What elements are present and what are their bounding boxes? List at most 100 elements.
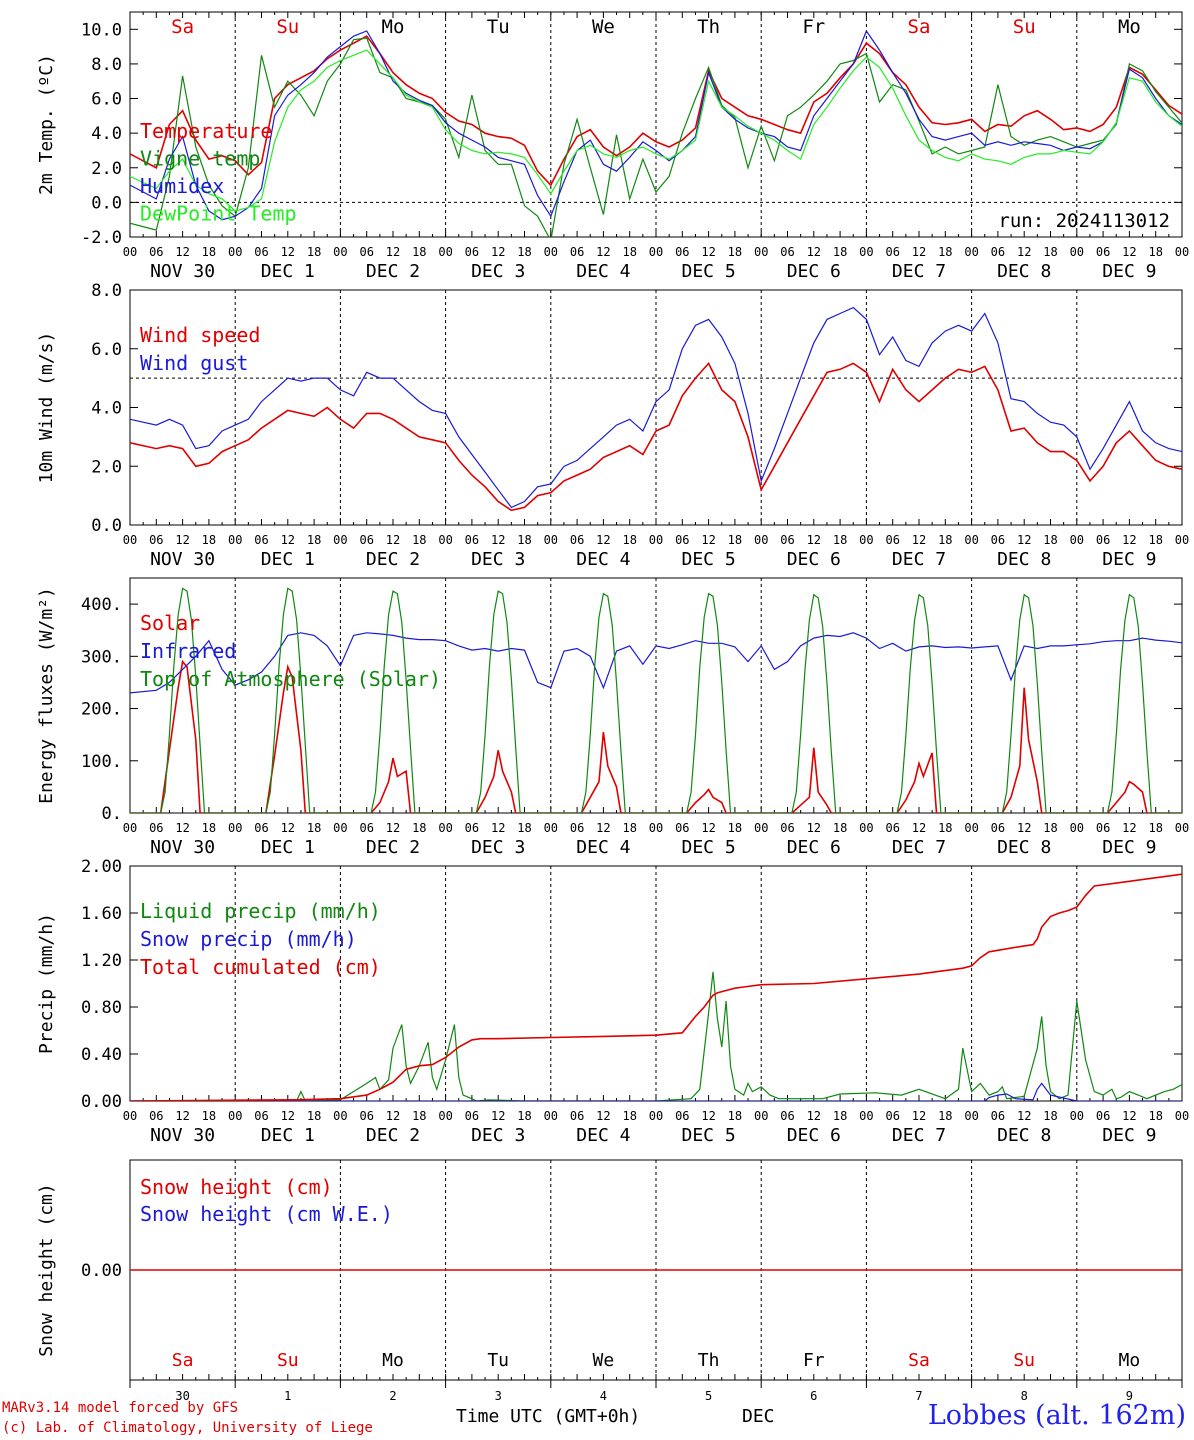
hour-tick-label: 00	[1070, 821, 1084, 835]
hour-tick-label: 00	[544, 245, 558, 259]
hour-tick-label: 00	[333, 821, 347, 835]
hour-tick-label: 12	[281, 245, 295, 259]
y-tick-label: 10.0	[81, 20, 122, 40]
date-label: DEC 9	[1102, 1125, 1156, 1146]
date-label: DEC 5	[682, 837, 736, 858]
y-tick-label: 300.	[81, 647, 122, 667]
hour-tick-label: 18	[833, 533, 847, 547]
hour-tick-label: 18	[307, 821, 321, 835]
hour-tick-label: 06	[465, 245, 479, 259]
hour-tick-label: 00	[754, 533, 768, 547]
hour-tick-label: 06	[885, 533, 899, 547]
hour-tick-label: 06	[675, 821, 689, 835]
hour-tick-label: 12	[491, 533, 505, 547]
y-tick-label: 0.00	[81, 1092, 122, 1112]
y-tick-label: 8.0	[91, 281, 122, 301]
day-name: Th	[698, 1350, 720, 1371]
hour-tick-label: 18	[412, 245, 426, 259]
day-name: Mo	[1118, 16, 1141, 38]
day-number: 9	[1126, 1389, 1133, 1403]
y-tick-label: 2.0	[91, 159, 122, 179]
date-label: NOV 30	[150, 1125, 215, 1146]
y-tick-label: 4.0	[91, 124, 122, 144]
date-label: DEC 3	[471, 1125, 525, 1146]
hour-tick-label: 06	[780, 245, 794, 259]
day-name: Fr	[803, 1350, 825, 1371]
series-line-snow-precip-mm-h-	[130, 1082, 1182, 1101]
hour-tick-label: 06	[465, 533, 479, 547]
series-line-solar	[130, 659, 1182, 813]
day-name: Mo	[382, 1350, 404, 1371]
date-label: DEC 8	[997, 1125, 1051, 1146]
day-name: Su	[1013, 16, 1036, 38]
hour-tick-label: 18	[728, 1109, 742, 1123]
hour-tick-label: 12	[1122, 533, 1136, 547]
hour-tick-label: 00	[228, 533, 242, 547]
hour-tick-label: 12	[596, 1109, 610, 1123]
hour-tick-label: 00	[438, 821, 452, 835]
hour-tick-label: 18	[833, 821, 847, 835]
day-name: Su	[276, 16, 299, 38]
date-label: DEC 6	[787, 261, 841, 282]
hour-tick-label: 12	[175, 533, 189, 547]
hour-tick-label: 00	[1070, 245, 1084, 259]
legend-entry: Snow height (cm)	[140, 1175, 333, 1199]
hour-tick-label: 06	[359, 821, 373, 835]
series-line-wind-speed	[130, 361, 1182, 512]
hour-tick-label: 00	[228, 245, 242, 259]
hour-tick-label: 00	[544, 533, 558, 547]
y-tick-label: 0.40	[81, 1045, 122, 1065]
hour-tick-label: 00	[123, 1109, 137, 1123]
hour-tick-label: 12	[912, 821, 926, 835]
hour-tick-label: 00	[649, 533, 663, 547]
date-label: DEC 8	[997, 261, 1051, 282]
day-name: Tu	[487, 16, 510, 38]
hour-tick-label: 18	[1043, 533, 1057, 547]
hour-tick-label: 12	[701, 245, 715, 259]
series-line-vigne-temp	[130, 37, 1182, 237]
y-axis-label: Energy fluxes (W/m²)	[36, 587, 57, 804]
month-label: DEC	[742, 1406, 775, 1427]
day-number: 30	[175, 1389, 189, 1403]
hour-tick-label: 18	[1043, 245, 1057, 259]
date-label: DEC 4	[576, 261, 630, 282]
hour-tick-label: 06	[359, 533, 373, 547]
hour-tick-label: 12	[1122, 245, 1136, 259]
hour-tick-label: 12	[807, 533, 821, 547]
hour-tick-label: 12	[386, 1109, 400, 1123]
hour-tick-label: 12	[491, 1109, 505, 1123]
hour-tick-label: 00	[1175, 821, 1189, 835]
legend-entry: Wind speed	[140, 323, 260, 347]
hour-tick-label: 00	[438, 1109, 452, 1123]
date-label: DEC 5	[682, 1125, 736, 1146]
legend-entry: Snow height (cm W.E.)	[140, 1202, 393, 1226]
hour-tick-label: 00	[228, 1109, 242, 1123]
hour-tick-label: 18	[728, 821, 742, 835]
hour-tick-label: 00	[438, 245, 452, 259]
hour-tick-label: 18	[517, 1109, 531, 1123]
hour-tick-label: 06	[570, 1109, 584, 1123]
hour-tick-label: 00	[964, 533, 978, 547]
day-name: Mo	[382, 16, 405, 38]
hour-tick-label: 06	[149, 533, 163, 547]
series-line-humidex	[130, 29, 1182, 221]
chart-panel-5: 0.00 Snow height (cm) Snow height (cm) Snow…	[36, 1159, 1183, 1381]
date-label: DEC 5	[682, 549, 736, 570]
hour-tick-label: 06	[1096, 533, 1110, 547]
day-number: 6	[810, 1389, 817, 1403]
hour-tick-label: 18	[622, 245, 636, 259]
hour-tick-label: 06	[780, 821, 794, 835]
hour-tick-label: 00	[859, 821, 873, 835]
day-name: Fr	[802, 16, 825, 38]
day-name: Sa	[172, 1350, 194, 1371]
hour-tick-label: 06	[254, 821, 268, 835]
hour-tick-label: 00	[123, 533, 137, 547]
date-label: DEC 7	[892, 549, 946, 570]
hour-tick-label: 18	[412, 1109, 426, 1123]
hour-tick-label: 18	[1148, 245, 1162, 259]
series-line-infrared	[130, 632, 1182, 694]
hour-tick-label: 18	[517, 533, 531, 547]
date-label: DEC 2	[366, 1125, 420, 1146]
y-tick-label: 0.0	[91, 193, 122, 213]
